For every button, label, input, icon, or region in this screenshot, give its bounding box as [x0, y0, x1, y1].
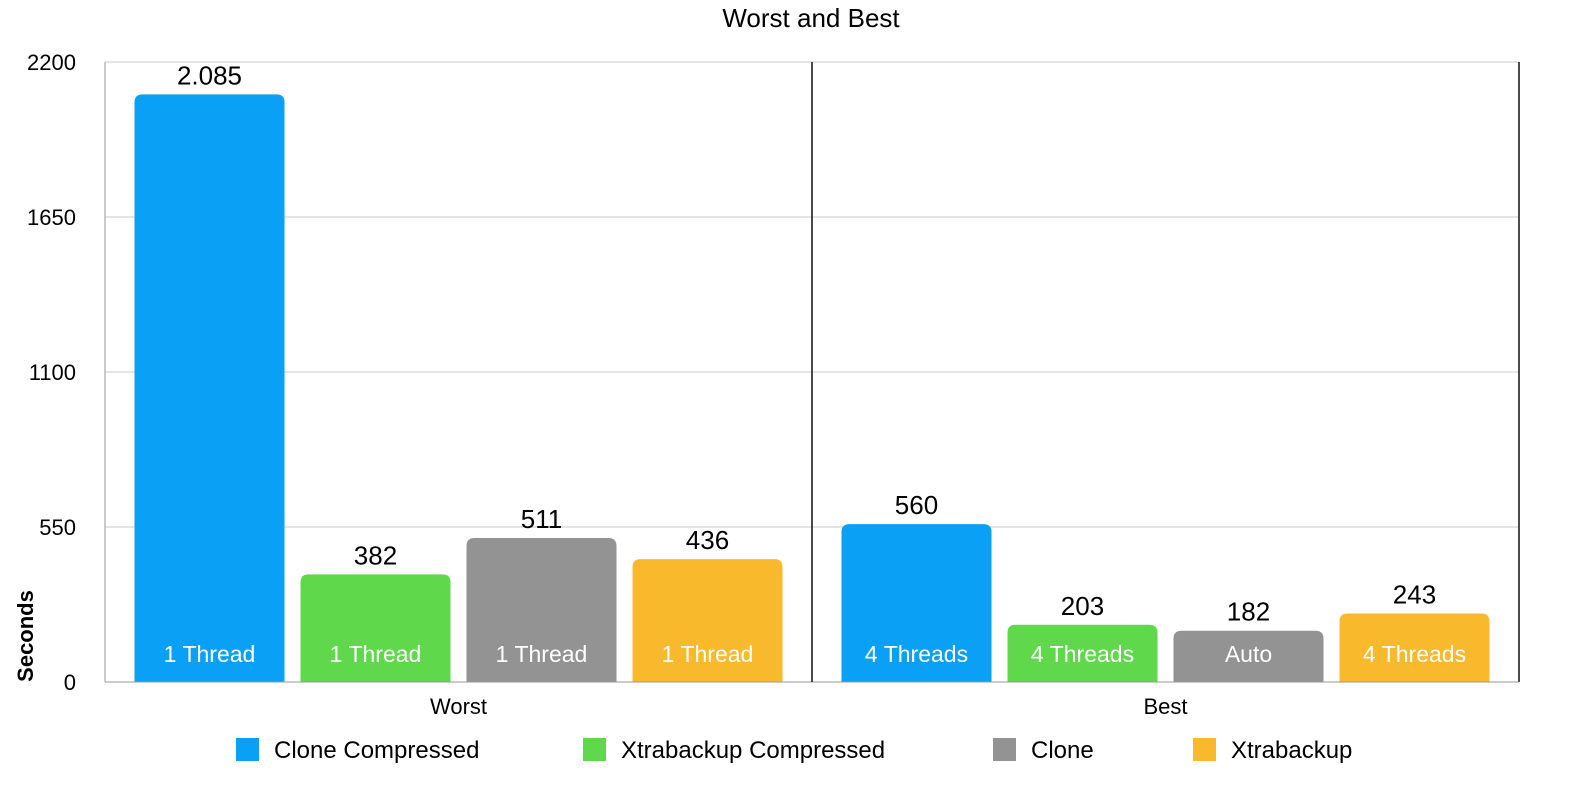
bar-value-label: 182 [1227, 597, 1270, 627]
bar [632, 559, 783, 682]
bar [134, 94, 285, 683]
axes-layer: 0 550 1100 1650 2200 Worst Best [27, 50, 1520, 719]
bar-inner-label: 1 Thread [164, 641, 256, 667]
bar [1339, 613, 1490, 682]
legend-swatch [583, 738, 606, 761]
bar-value-label: 436 [686, 525, 729, 555]
legend-label: Clone Compressed [274, 737, 479, 764]
bar-inner-label: 4 Threads [1031, 641, 1134, 667]
bar [300, 574, 451, 682]
legend: Clone Compressed Xtrabackup Compressed Clo… [236, 737, 1352, 764]
y-axis-label: Seconds [13, 590, 38, 682]
legend-label: Clone [1031, 737, 1094, 764]
legend-label: Xtrabackup Compressed [621, 737, 885, 764]
bar-value-label: 243 [1393, 580, 1436, 610]
bar-inner-label: 1 Thread [496, 641, 588, 667]
bar [1173, 630, 1324, 682]
legend-swatch [1193, 738, 1216, 761]
bar-inner-label: Auto [1225, 641, 1272, 667]
bar [841, 524, 992, 682]
bar-inner-label: 4 Threads [865, 641, 968, 667]
bar-inner-label: 1 Thread [330, 641, 422, 667]
x-category-label: Best [1143, 694, 1187, 719]
bars-layer: 2.085 1 Thread 382 1 Thread 511 1 Thread 436 1 … [134, 60, 1490, 683]
legend-swatch [993, 738, 1016, 761]
y-tick-label: 1100 [29, 360, 76, 385]
bar-inner-label: 4 Threads [1363, 641, 1466, 667]
y-tick-label: 2200 [27, 50, 76, 75]
bar-inner-label: 1 Thread [662, 641, 754, 667]
y-tick-label: 0 [64, 670, 76, 695]
bar-value-label: 2.085 [177, 60, 242, 90]
bar-value-label: 203 [1061, 591, 1104, 621]
bar [1007, 624, 1158, 682]
bar-value-label: 382 [354, 540, 397, 570]
y-tick-label: 550 [39, 515, 76, 540]
x-category-label: Worst [430, 694, 487, 719]
chart-title: Worst and Best [722, 3, 900, 33]
bar-value-label: 511 [521, 504, 562, 534]
legend-swatch [236, 738, 259, 761]
legend-label: Xtrabackup [1231, 737, 1352, 764]
bar [466, 537, 617, 682]
y-tick-label: 1650 [27, 205, 76, 230]
bar-value-label: 560 [895, 490, 938, 520]
